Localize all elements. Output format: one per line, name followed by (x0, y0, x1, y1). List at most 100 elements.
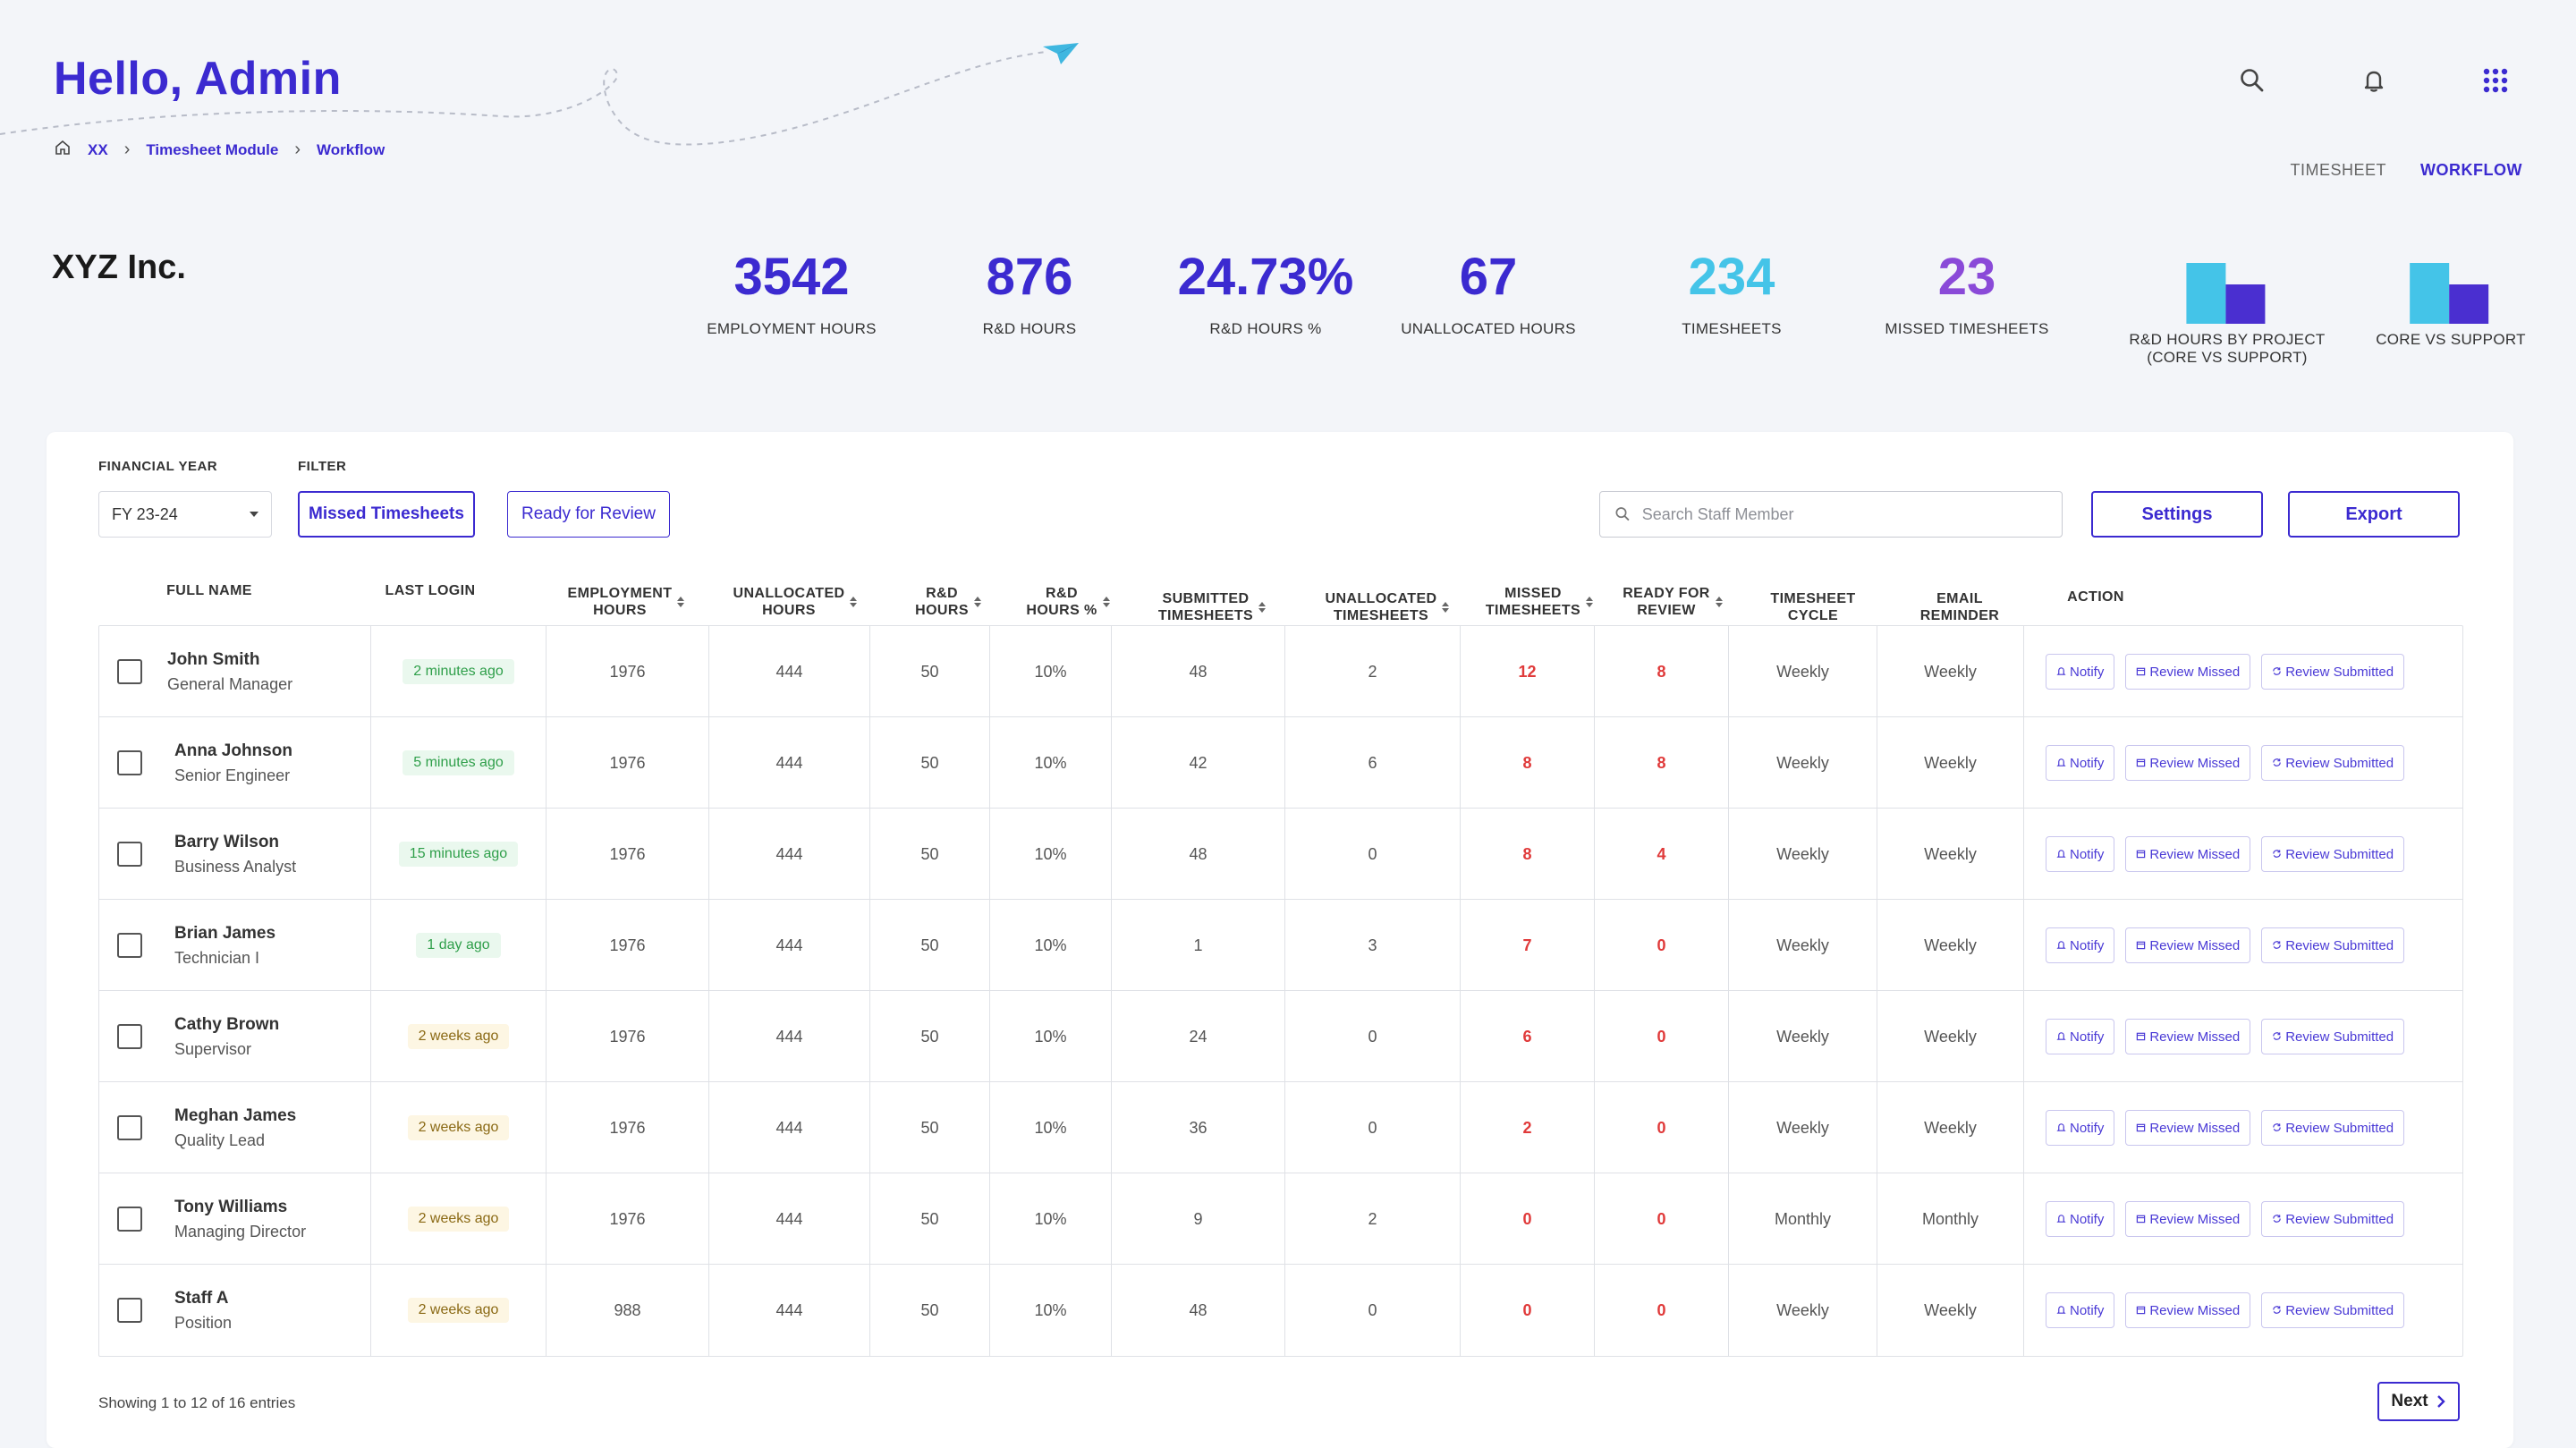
breadcrumb-item-workflow[interactable]: Workflow (317, 140, 386, 158)
cell-submitted: 42 (1112, 717, 1285, 809)
decorative-flight-path (0, 43, 1079, 146)
col-last-login[interactable]: LAST LOGIN (385, 582, 476, 598)
staff-name[interactable]: Cathy Brown (174, 1014, 280, 1034)
row-checkbox[interactable] (117, 659, 142, 684)
calendar-icon (2136, 1121, 2146, 1136)
bell-icon (2056, 938, 2066, 953)
review-submitted-button[interactable]: Review Submitted (2261, 1019, 2405, 1054)
home-icon[interactable] (54, 139, 72, 161)
col-full-name[interactable]: FULL NAME (166, 582, 252, 598)
staff-name[interactable]: Meghan James (174, 1105, 297, 1125)
breadcrumb-item-xx[interactable]: XX (88, 140, 108, 158)
export-button[interactable]: Export (2288, 491, 2460, 538)
cell-ready: 0 (1595, 900, 1729, 991)
stat-value: 876 (986, 248, 1073, 306)
review-submitted-button[interactable]: Review Submitted (2261, 927, 2405, 963)
cell-name: Meghan James Quality Lead (99, 1082, 371, 1173)
search-staff-input[interactable] (1641, 504, 2047, 524)
calendar-icon (2136, 938, 2146, 953)
paper-plane-icon (1043, 43, 1079, 64)
next-page-button[interactable]: Next (2377, 1382, 2460, 1421)
row-checkbox[interactable] (117, 842, 142, 867)
review-submitted-button[interactable]: Review Submitted (2261, 1110, 2405, 1146)
review-missed-button[interactable]: Review Missed (2125, 927, 2251, 963)
chart-core-vs-support[interactable]: CORE VS SUPPORT (2376, 252, 2526, 349)
chart-rd-hours-by-project[interactable]: R&D HOURS BY PROJECT (CORE VS SUPPORT) (2129, 252, 2325, 367)
cell-emp: 1976 (547, 626, 709, 717)
cell-action: Notify Review Missed Review Submitted (2024, 717, 2462, 809)
notify-button[interactable]: Notify (2046, 1110, 2115, 1146)
notify-button[interactable]: Notify (2046, 927, 2115, 963)
search-icon[interactable] (2234, 63, 2270, 98)
col-rd-hours-pct[interactable]: R&D HOURS % (1005, 566, 1131, 638)
bell-icon (2056, 756, 2066, 771)
cell-rdpct: 10% (990, 809, 1112, 900)
col-unallocated-hours[interactable]: UNALLOCATED HOURS (710, 566, 880, 638)
stat-unallocated-hours: 67 UNALLOCATED HOURS (1401, 241, 1576, 338)
table-row: Cathy Brown Supervisor 2 weeks ago 1976 444 5… (99, 991, 2462, 1082)
notify-button[interactable]: Notify (2046, 745, 2115, 781)
notify-button[interactable]: Notify (2046, 836, 2115, 872)
review-submitted-button[interactable]: Review Submitted (2261, 1201, 2405, 1237)
notify-button[interactable]: Notify (2046, 654, 2115, 690)
col-employment-hours[interactable]: EMPLOYMENT HOURS (546, 566, 707, 638)
view-tabs: TIMESHEET WORKFLOW (2291, 161, 2522, 180)
review-missed-label: Review Missed (2149, 755, 2241, 771)
tab-timesheet[interactable]: TIMESHEET (2290, 161, 2387, 179)
col-submitted-timesheets[interactable]: SUBMITTED TIMESHEETS (1127, 572, 1297, 643)
review-missed-button[interactable]: Review Missed (2125, 654, 2251, 690)
review-missed-button[interactable]: Review Missed (2125, 745, 2251, 781)
col-missed-timesheets[interactable]: MISSED TIMESHEETS (1463, 566, 1615, 638)
col-unallocated-timesheets[interactable]: UNALLOCATED TIMESHEETS (1302, 572, 1472, 643)
review-submitted-label: Review Submitted (2285, 664, 2394, 680)
col-rd-hours[interactable]: R&D HOURS (886, 566, 1011, 638)
bell-icon[interactable] (2356, 63, 2392, 98)
review-submitted-button[interactable]: Review Submitted (2261, 654, 2405, 690)
row-checkbox[interactable] (117, 1207, 142, 1232)
staff-name[interactable]: Anna Johnson (174, 741, 292, 760)
cell-submitted: 1 (1112, 900, 1285, 991)
apps-grid-icon[interactable] (2478, 63, 2513, 98)
review-missed-button[interactable]: Review Missed (2125, 1019, 2251, 1054)
tab-workflow[interactable]: WORKFLOW (2420, 161, 2522, 179)
cell-reminder: Weekly (1877, 809, 2024, 900)
cell-unalloc: 444 (709, 900, 870, 991)
stat-label: R&D HOURS BY PROJECT (2129, 331, 2326, 348)
row-checkbox[interactable] (117, 1115, 142, 1140)
settings-button[interactable]: Settings (2091, 491, 2263, 538)
staff-name[interactable]: Staff A (174, 1288, 229, 1308)
staff-name[interactable]: Barry Wilson (174, 832, 280, 851)
row-checkbox[interactable] (117, 750, 142, 775)
review-submitted-button[interactable]: Review Submitted (2261, 836, 2405, 872)
review-submitted-button[interactable]: Review Submitted (2261, 745, 2405, 781)
row-checkbox[interactable] (117, 933, 142, 958)
review-missed-button[interactable]: Review Missed (2125, 836, 2251, 872)
review-missed-label: Review Missed (2149, 937, 2241, 953)
staff-name[interactable]: Brian James (174, 923, 276, 943)
staff-name[interactable]: John Smith (167, 649, 260, 669)
breadcrumb-item-timesheet-module[interactable]: Timesheet Module (146, 140, 279, 158)
review-missed-button[interactable]: Review Missed (2125, 1201, 2251, 1237)
cell-emp: 1976 (547, 1173, 709, 1265)
chart-bar-support (2224, 284, 2265, 324)
row-checkbox[interactable] (117, 1024, 142, 1049)
cell-ready: 8 (1595, 717, 1729, 809)
review-missed-button[interactable]: Review Missed (2125, 1110, 2251, 1146)
filter-ready-for-review-button[interactable]: Ready for Review (507, 491, 670, 538)
notify-button[interactable]: Notify (2046, 1201, 2115, 1237)
calendar-icon (2136, 1303, 2146, 1318)
financial-year-select[interactable]: FY 23-24 (98, 491, 272, 538)
cell-unalloc: 444 (709, 1082, 870, 1173)
notify-button[interactable]: Notify (2046, 1019, 2115, 1054)
review-submitted-button[interactable]: Review Submitted (2261, 1292, 2405, 1328)
stat-value: 23 (1937, 248, 1996, 306)
review-missed-label: Review Missed (2149, 846, 2241, 862)
staff-name[interactable]: Tony Williams (174, 1197, 288, 1216)
col-ready-for-review[interactable]: READY FOR REVIEW (1601, 566, 1744, 638)
cell-submitted: 48 (1112, 1265, 1285, 1356)
filter-missed-timesheets-button[interactable]: Missed Timesheets (298, 491, 475, 538)
review-missed-button[interactable]: Review Missed (2125, 1292, 2251, 1328)
bell-icon (2056, 1029, 2066, 1045)
row-checkbox[interactable] (117, 1298, 142, 1323)
notify-button[interactable]: Notify (2046, 1292, 2115, 1328)
